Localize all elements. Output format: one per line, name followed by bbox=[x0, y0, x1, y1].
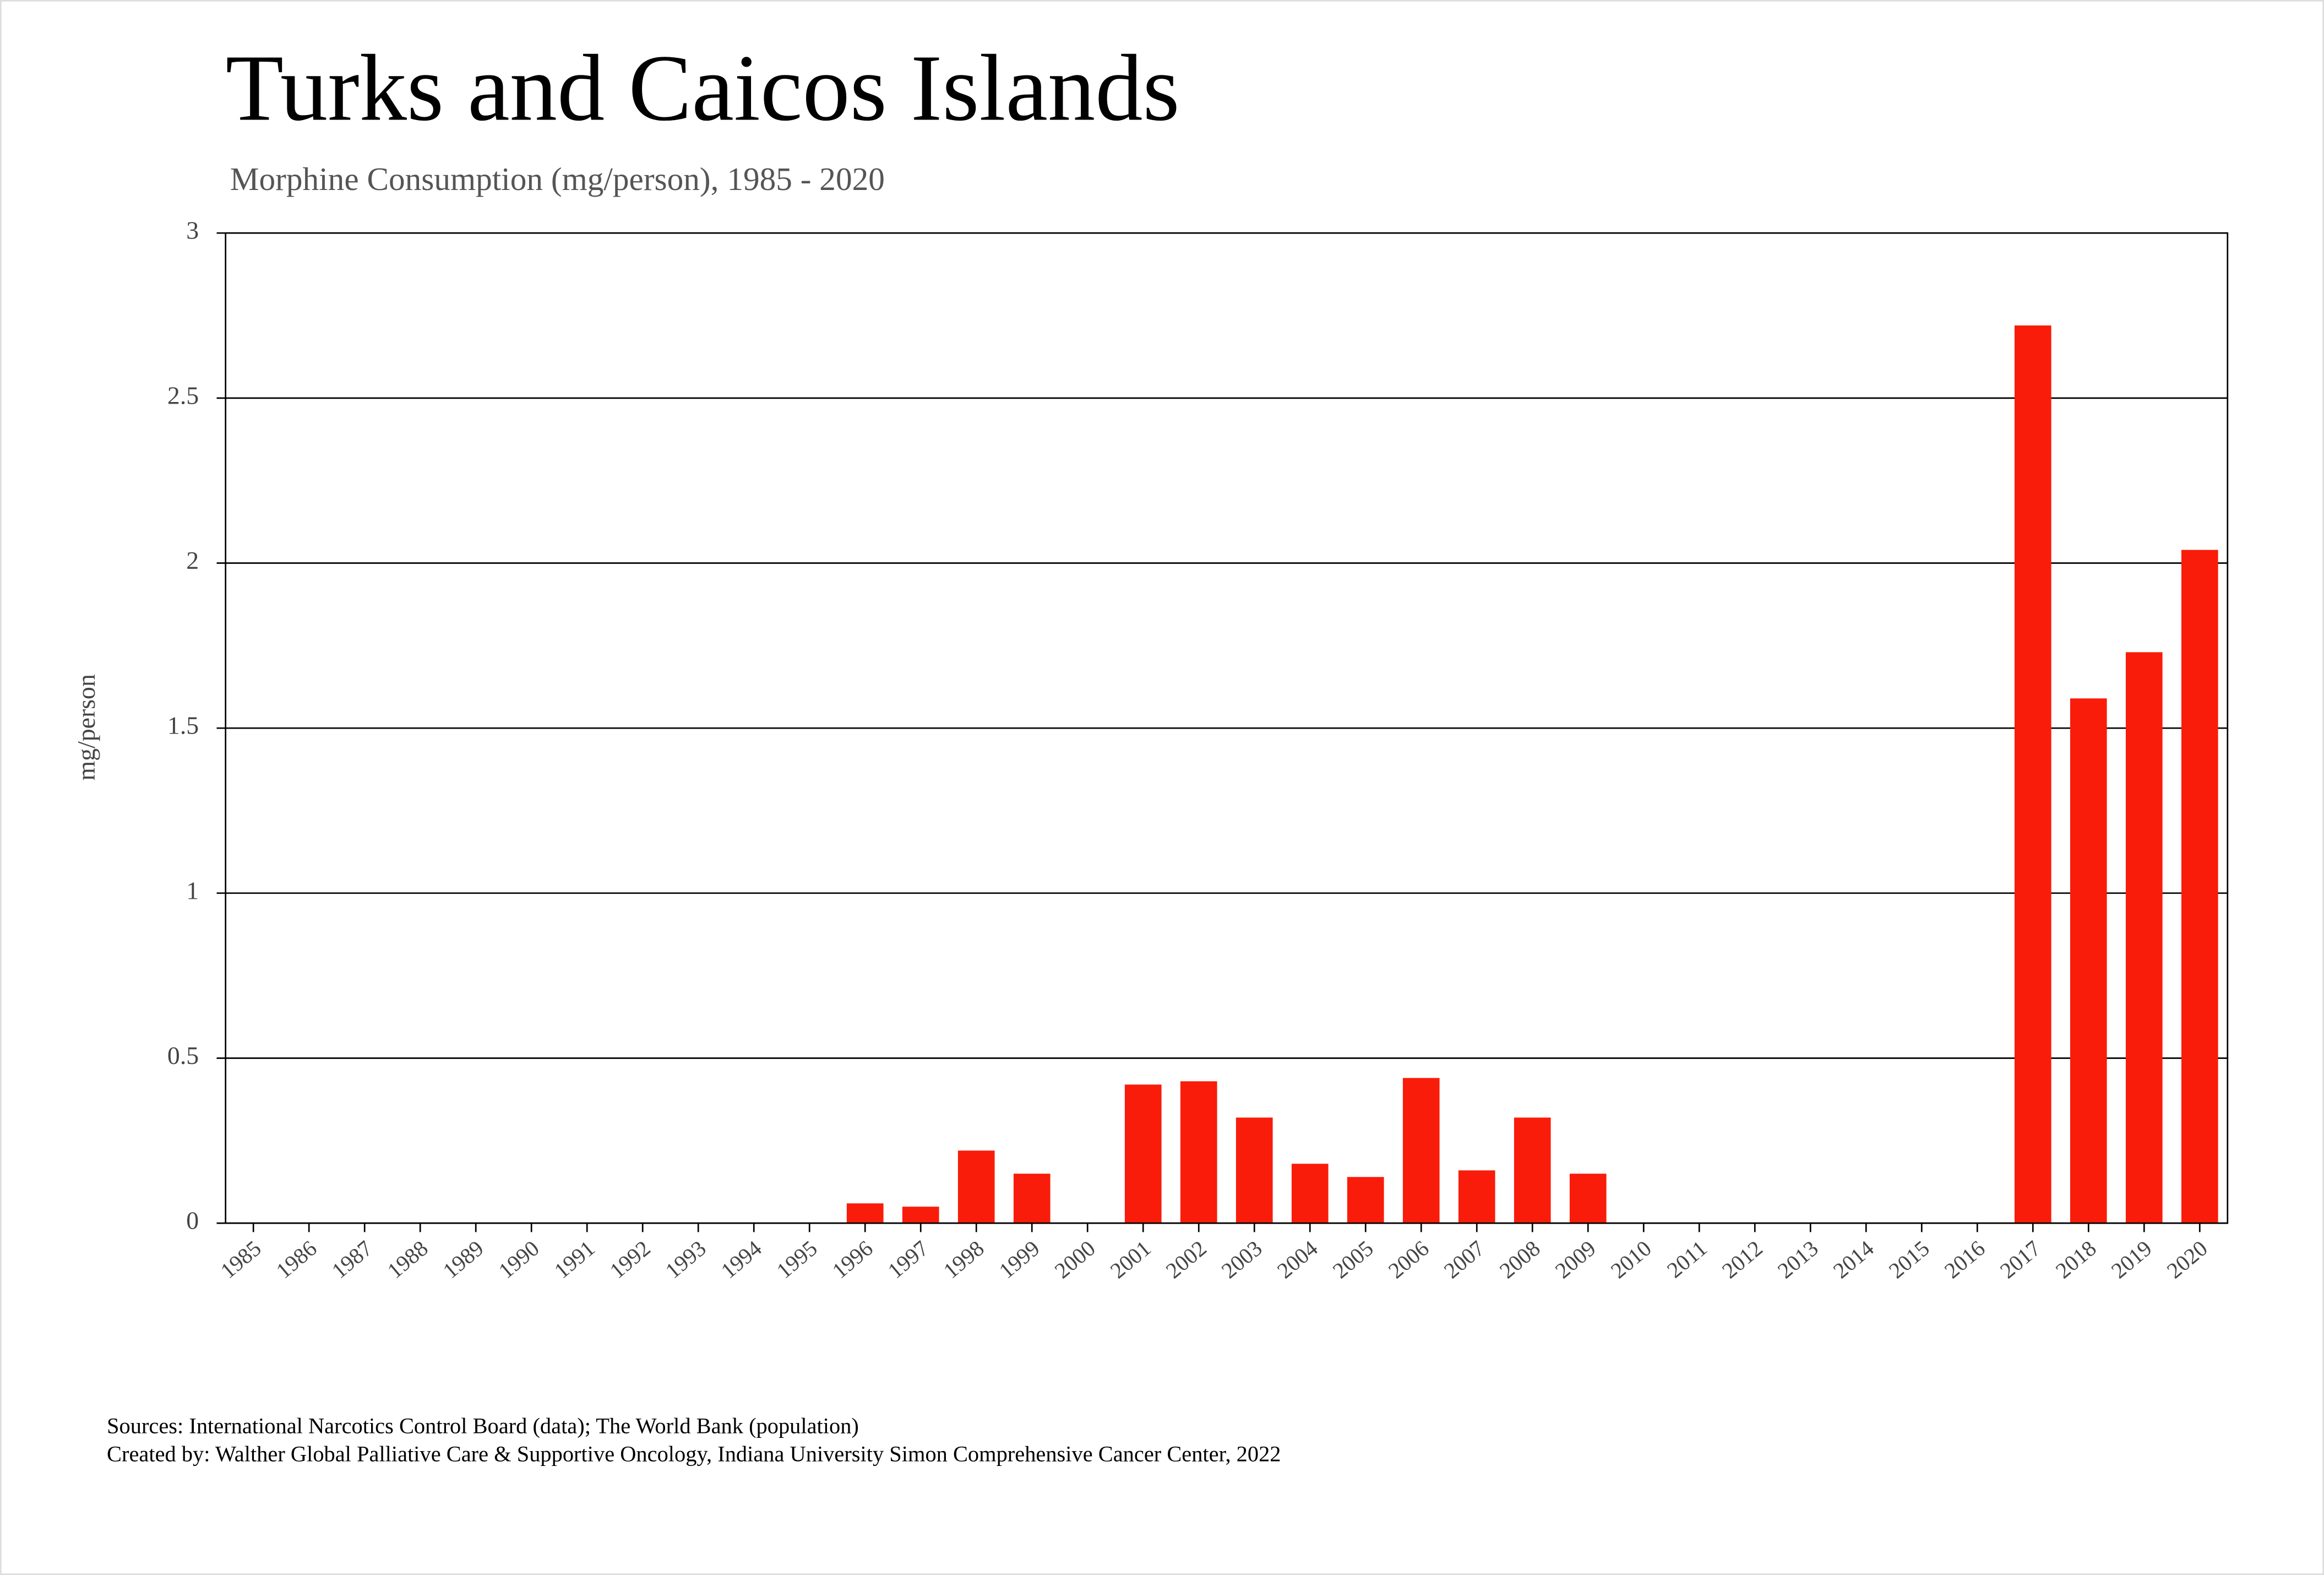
bar bbox=[846, 1203, 884, 1224]
bar bbox=[957, 1150, 995, 1224]
bar bbox=[1514, 1117, 1551, 1224]
bar bbox=[2070, 698, 2107, 1224]
bar bbox=[1124, 1084, 1162, 1224]
bar bbox=[2125, 652, 2163, 1224]
bar bbox=[1569, 1174, 1607, 1224]
bar bbox=[1291, 1164, 1329, 1224]
plot-frame bbox=[225, 232, 2229, 1224]
y-tick-label: 1.5 bbox=[167, 712, 199, 740]
bar bbox=[1180, 1081, 1217, 1224]
y-axis-label: mg/person bbox=[72, 674, 100, 781]
y-tick-label: 2.5 bbox=[167, 381, 199, 409]
chart-subtitle: Morphine Consumption (mg/person), 1985 -… bbox=[230, 161, 885, 197]
chart-title: Turks and Caicos Islands bbox=[226, 35, 1180, 140]
bar bbox=[902, 1207, 939, 1224]
credit-note: Created by: Walther Global Palliative Ca… bbox=[107, 1442, 1281, 1467]
bar bbox=[1402, 1078, 1440, 1224]
bar bbox=[2014, 325, 2051, 1224]
y-tick-label: 3 bbox=[186, 216, 199, 245]
bar bbox=[2181, 550, 2218, 1224]
source-note: Sources: International Narcotics Control… bbox=[107, 1413, 859, 1438]
y-tick-label: 0 bbox=[186, 1207, 199, 1235]
bar bbox=[1458, 1170, 1495, 1224]
y-tick-label: 2 bbox=[186, 546, 199, 574]
bar bbox=[1347, 1177, 1384, 1224]
y-tick-label: 1 bbox=[186, 876, 199, 904]
bar bbox=[1013, 1174, 1051, 1224]
bar bbox=[1236, 1117, 1273, 1224]
y-tick-label: 0.5 bbox=[167, 1041, 199, 1069]
